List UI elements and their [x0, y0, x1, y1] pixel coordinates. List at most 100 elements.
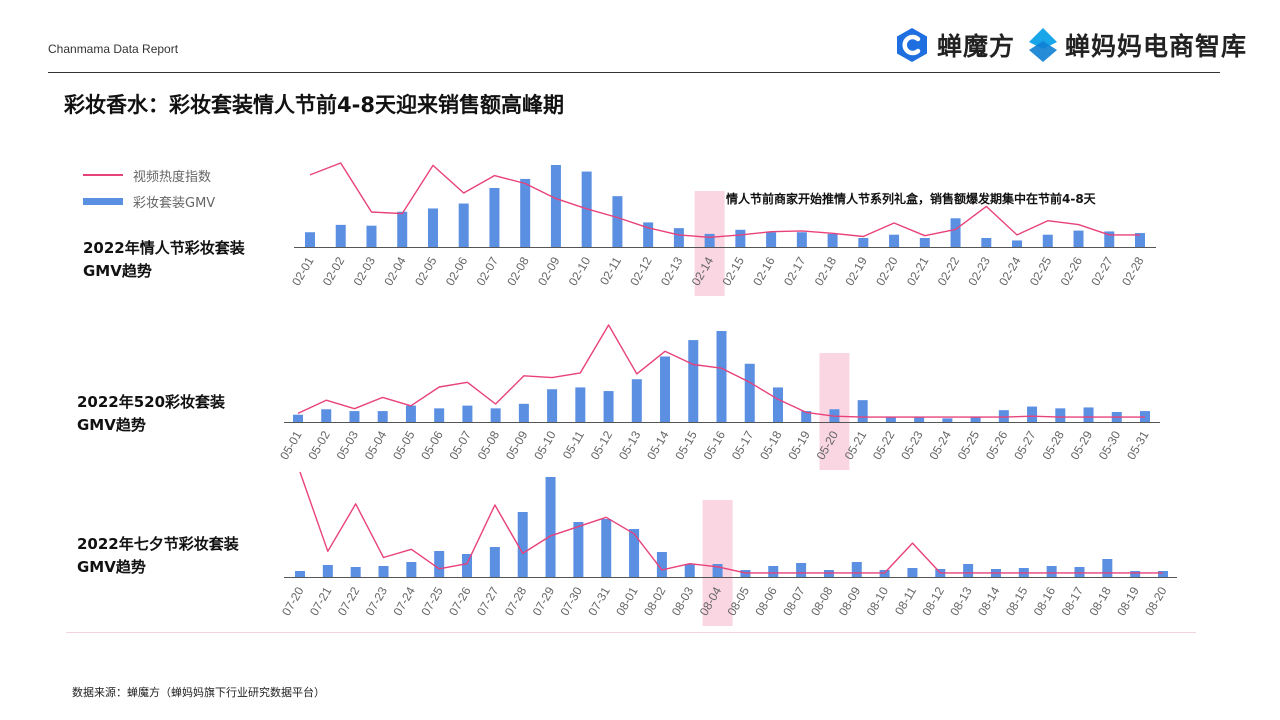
chart2-bar-05-28: [1055, 408, 1066, 422]
chart1-tick-label: 02-24: [996, 254, 1024, 288]
chart3-bar-07-30: [573, 522, 584, 577]
chart-annotation: 情人节前商家开始推情人节系列礼盒，销售额爆发期集中在节前4-8天: [726, 192, 1096, 206]
chart2-tick-label: 05-17: [729, 428, 757, 462]
chart2-bar-05-04: [377, 411, 388, 422]
chart2-tick-label: 05-28: [1039, 428, 1067, 462]
chart2-bar-05-26: [998, 410, 1009, 422]
chart3-tick-label: 08-13: [947, 584, 975, 618]
chart2-tick-label: 05-14: [644, 428, 672, 462]
chart1-line-series: [309, 162, 1140, 239]
chart3-tick-label: 07-29: [530, 584, 558, 618]
chart3-group: 07-20 07-21 07-22 07-23 07-24 07-25 07-26 07-27…: [279, 471, 1177, 626]
chart2-bar-05-27: [1027, 406, 1038, 422]
chart2-tick-label: 05-11: [560, 428, 587, 461]
chart2-bar-05-05: [405, 405, 416, 422]
chart3-tick-label: 07-26: [446, 584, 474, 618]
chart2-bar-05-25: [970, 417, 981, 422]
page-title: 彩妆香水：彩妆套装情人节前4-8天迎来销售额高峰期: [64, 93, 564, 117]
chart3-tick-label: 07-30: [558, 584, 586, 618]
chart1-bar-02-12: [643, 222, 654, 247]
chart1-label-line2: GMV趋势: [83, 262, 152, 280]
chart1-tick-label: 02-11: [597, 254, 624, 287]
chart1-tick-label: 02-27: [1088, 254, 1116, 288]
chart2-tick-label: 05-07: [447, 428, 475, 462]
chart1-tick-label: 02-03: [351, 254, 379, 288]
chanmofang-logo-icon: [897, 28, 927, 62]
chart1-bar-02-16: [766, 232, 777, 247]
chart2-bar-05-09: [518, 403, 529, 422]
chart1-bar-02-06: [458, 203, 469, 247]
chart3-bar-07-20: [295, 571, 305, 577]
chart3-tick-label: 08-16: [1031, 584, 1059, 618]
chart1-bar-02-15: [735, 229, 746, 247]
chart1-group: 02-01 02-02 02-03 02-04 02-05 02-06 02-07 02-08…: [289, 162, 1156, 296]
chart3-tick-label: 08-18: [1086, 584, 1114, 618]
chart2-bar-05-19: [801, 411, 812, 422]
brand-chanmama: 蝉妈妈电商智库: [1027, 26, 1247, 64]
chart2-tick-label: 05-08: [475, 428, 503, 462]
chart3-tick-label: 07-20: [279, 584, 307, 618]
chart1-tick-label: 02-04: [381, 254, 409, 288]
chart1-label: 2022年情人节彩妆套装 GMV趋势: [83, 237, 245, 283]
chart2-tick-label: 05-24: [926, 428, 954, 462]
chart1-bar-02-04: [397, 211, 408, 247]
chart3-bar-07-29: [545, 477, 556, 577]
chart1-bar-02-14: [704, 233, 715, 247]
chart3-bar-07-24: [406, 562, 417, 577]
chart2-bar-05-07: [462, 405, 473, 422]
report-label: Chanmama Data Report: [48, 42, 179, 56]
chart1-bar-02-05: [427, 208, 438, 247]
chart3-tick-label: 07-27: [474, 584, 502, 618]
chart2-bar-05-21: [857, 400, 868, 422]
chart3-bar-07-21: [322, 565, 333, 577]
legend-item-bar: 彩妆套装GMV: [83, 188, 215, 214]
chart3-bar-08-02: [656, 552, 667, 577]
chart1-tick-label: 02-19: [842, 254, 870, 288]
chart3-bar-08-11: [907, 568, 918, 577]
chart3-bar-08-18: [1102, 559, 1113, 577]
chart3-tick-label: 07-25: [418, 584, 446, 618]
chart1-bar-02-22: [950, 218, 961, 247]
chart2-tick-label: 05-27: [1011, 428, 1039, 462]
chart2-tick-label: 05-13: [616, 428, 644, 462]
chart2-bar-05-17: [744, 363, 755, 422]
chart3-tick-label: 08-03: [669, 584, 697, 618]
brand1-name: 蝉魔方: [937, 32, 1016, 61]
chart2-tick-label: 05-16: [701, 428, 729, 462]
chart3-tick-label: 07-21: [307, 584, 335, 618]
chart2-group: 05-01 05-02 05-03 05-04 05-05 05-06 05-07 05-08…: [277, 324, 1160, 470]
chart2-tick-label: 05-15: [672, 428, 700, 462]
chart2-bar-05-23: [914, 417, 925, 422]
chart1-bar-02-13: [673, 228, 684, 247]
chart1-bar-02-07: [489, 187, 500, 247]
chart2-line-series: [297, 324, 1145, 418]
chart3-bar-07-28: [517, 512, 528, 577]
chart2-bar-05-08: [490, 408, 501, 422]
chart3-label: 2022年七夕节彩妆套装 GMV趋势: [77, 533, 239, 579]
chart3-tick-label: 08-09: [836, 584, 864, 618]
chart3-bar-07-25: [434, 551, 445, 577]
chart2-tick-label: 05-02: [305, 428, 333, 462]
chart1-bar-02-18: [827, 233, 838, 247]
header-divider: [48, 72, 1220, 73]
chart2-label-line1: 2022年520彩妆套装: [77, 393, 226, 411]
chart1-tick-label: 02-07: [474, 254, 502, 288]
chart1-bar-02-17: [796, 232, 807, 247]
chart1-tick-label: 02-26: [1058, 254, 1086, 288]
chart2-bar-05-22: [885, 417, 896, 422]
chart3-label-line1: 2022年七夕节彩妆套装: [77, 535, 239, 553]
chart3-bar-08-04: [712, 564, 723, 577]
chart1-tick-label: 02-18: [812, 254, 840, 288]
chart2-label: 2022年520彩妆套装 GMV趋势: [77, 391, 225, 437]
chart3-bar-08-06: [768, 566, 779, 577]
chart3-line-series: [299, 471, 1163, 574]
chart1-tick-label: 02-22: [935, 254, 963, 288]
chart2-tick-label: 05-09: [503, 428, 531, 462]
chart3-tick-label: 08-17: [1059, 584, 1087, 618]
chart3-bar-08-01: [629, 529, 640, 577]
chart3-bar-08-20: [1158, 571, 1168, 577]
chart2-bar-05-13: [631, 379, 642, 422]
chart1-tick-label: 02-25: [1027, 254, 1055, 288]
chart1-bar-02-27: [1104, 231, 1115, 247]
